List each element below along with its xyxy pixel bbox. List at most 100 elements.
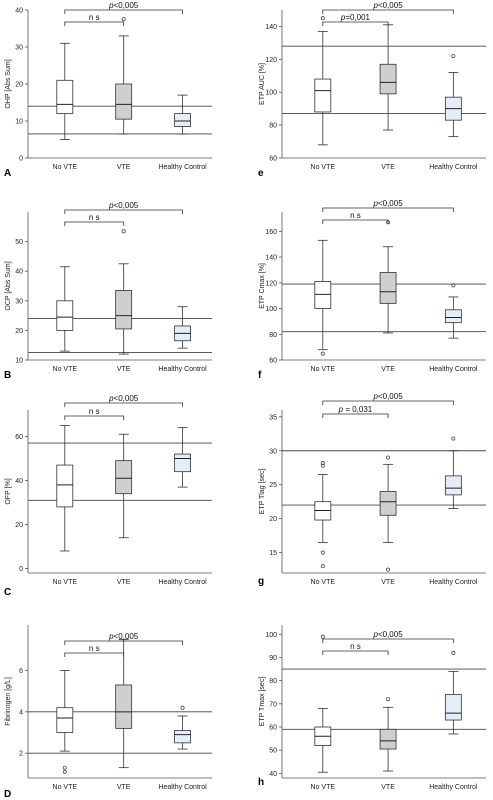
y-tick-label: 20 (15, 82, 23, 89)
box-iqr (444, 309, 462, 324)
outlier-point (451, 54, 456, 58)
box-iqr (174, 113, 191, 127)
y-tick-label: 40 (15, 8, 23, 15)
box-no-vte (314, 16, 332, 146)
y-tick-label: 60 (269, 725, 277, 732)
category-label: VTE (117, 366, 131, 373)
box-vte (115, 433, 133, 539)
panel-h: 40 50 60 70 80 90 100 ETP Tmax [sec] No VTE VTE He… (258, 625, 486, 791)
y-tick-label: 2 (19, 751, 23, 758)
y-tick-label: 60 (15, 434, 23, 441)
y-tick-label: 100 (265, 90, 277, 97)
y-tick-label: 20 (15, 522, 23, 529)
significance-label: n s (350, 211, 361, 220)
outlier-point (320, 564, 325, 569)
category-label: Healthy Control (429, 784, 478, 791)
panel-label: A (4, 168, 11, 179)
box-vte (115, 229, 133, 355)
significance-label: p<0,005 (373, 630, 404, 639)
outlier-point (386, 697, 391, 702)
y-tick-label: 80 (269, 123, 277, 130)
box-no-vte (56, 670, 74, 774)
y-axis-label: OHP [Abs Sum] (5, 59, 12, 108)
y-tick-label: 60 (269, 358, 277, 365)
y-tick-label: 40 (15, 269, 23, 276)
significance-label: p<0,005 (373, 1, 404, 10)
y-tick-label: 70 (269, 701, 277, 708)
category-label: Healthy Control (158, 366, 207, 373)
box-healthy-control (174, 306, 191, 349)
significance-label: p=0,001 (340, 13, 371, 22)
category-label: Healthy Control (429, 164, 478, 171)
panel-label: e (258, 168, 264, 179)
y-tick-label: 80 (269, 678, 277, 685)
box-no-vte (314, 634, 332, 773)
y-tick-label: 30 (15, 298, 23, 305)
category-label: No VTE (311, 784, 336, 791)
significance-bracket (322, 400, 454, 405)
y-tick-label: 20 (269, 516, 277, 523)
category-label: Healthy Control (429, 579, 478, 586)
outlier-point (320, 550, 325, 555)
significance-bracket (64, 9, 183, 14)
box-no-vte (56, 425, 74, 552)
y-tick-label: 10 (15, 358, 23, 365)
category-label: No VTE (311, 164, 336, 171)
category-label: No VTE (53, 784, 78, 791)
y-tick-label: 50 (15, 239, 23, 246)
panel-A: 0 10 20 30 40 OHP [Abs Sum] No VTE VTE Healthy C… (4, 1, 212, 179)
box-vte (379, 697, 397, 772)
significance-bracket (322, 219, 389, 224)
outlier-point (320, 463, 325, 468)
outlier-point (451, 283, 456, 288)
y-axis-label: ETP Tmax [sec] (259, 677, 266, 727)
box-healthy-control (444, 650, 462, 735)
box-iqr (56, 464, 74, 508)
category-label: Healthy Control (158, 164, 207, 171)
category-label: VTE (381, 579, 395, 586)
box-healthy-control (174, 705, 191, 750)
category-label: No VTE (311, 366, 336, 373)
panel-f: 60 80 100 120 140 160 ETP Cmax [%] No VTE VTE Hea… (258, 199, 486, 381)
significance-label: p<0,005 (108, 201, 139, 210)
category-label: VTE (117, 784, 131, 791)
y-tick-label: 120 (265, 57, 277, 64)
y-tick-label: 15 (269, 550, 277, 557)
panel-label: D (4, 789, 11, 800)
significance-bracket (64, 402, 183, 407)
y-tick-label: 40 (269, 771, 277, 778)
panel-label: h (258, 777, 264, 788)
box-iqr (115, 290, 133, 330)
significance-bracket (64, 221, 125, 226)
outlier-point (320, 351, 325, 356)
y-axis-label: ETP AUC [%] (259, 63, 266, 105)
y-axis-label: Fibrinogen [g/L] (5, 677, 12, 726)
significance-label: p<0,005 (373, 392, 404, 401)
y-tick-label: 140 (265, 255, 277, 262)
y-tick-label: 40 (15, 478, 23, 485)
significance-bracket (322, 650, 389, 655)
significance-label: n s (89, 644, 100, 653)
y-axis-label: ETP Tlag [sec] (259, 469, 266, 515)
y-tick-label: 6 (19, 668, 23, 675)
box-iqr (444, 694, 462, 721)
box-iqr (56, 79, 74, 115)
box-no-vte (56, 266, 74, 352)
outlier-point (180, 705, 185, 710)
y-tick-label: 10 (15, 119, 23, 126)
box-iqr (379, 728, 397, 750)
outlier-point (320, 461, 325, 465)
box-iqr (115, 83, 133, 120)
outlier-point (451, 436, 456, 441)
box-vte (115, 639, 133, 769)
significance-label: n s (89, 13, 100, 22)
significance-bracket (64, 415, 125, 420)
y-tick-label: 100 (265, 306, 277, 313)
box-iqr (379, 63, 397, 95)
y-tick-label: 30 (15, 45, 23, 52)
outlier-point (320, 16, 325, 21)
box-vte (379, 24, 397, 131)
y-tick-label: 35 (269, 414, 277, 421)
panel-label: B (4, 370, 11, 381)
